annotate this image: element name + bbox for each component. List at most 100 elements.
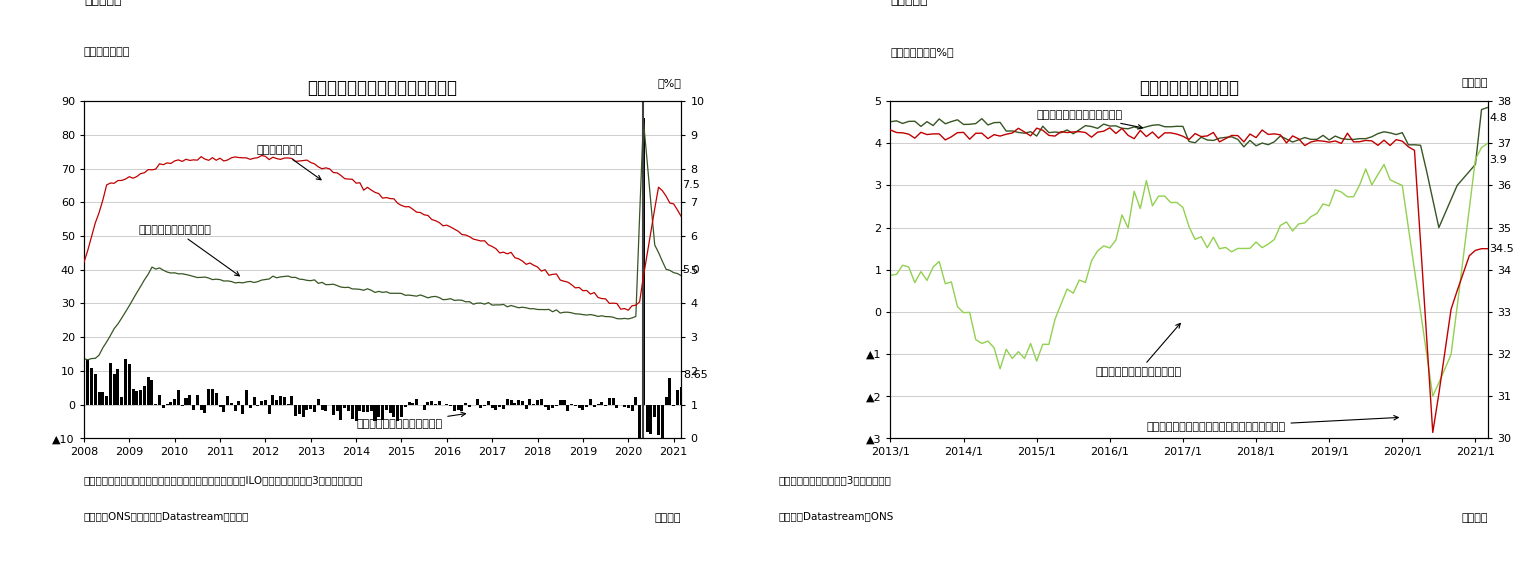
Bar <box>404 405 407 407</box>
Bar <box>584 405 588 407</box>
Bar <box>241 405 244 414</box>
Bar <box>211 389 214 405</box>
Bar <box>627 405 630 407</box>
Bar <box>230 403 233 405</box>
Bar <box>369 405 372 411</box>
Bar <box>615 405 618 408</box>
Text: 8.65: 8.65 <box>684 370 708 380</box>
Bar <box>497 405 501 407</box>
Bar <box>555 405 559 406</box>
Text: 3.9: 3.9 <box>1489 155 1508 165</box>
Text: 5.0: 5.0 <box>682 265 700 275</box>
Text: 申請件数の割合（右軸）: 申請件数の割合（右軸） <box>139 225 240 276</box>
Bar <box>279 396 282 405</box>
Bar <box>113 374 116 405</box>
Bar <box>139 391 142 405</box>
Text: （資料）ONSのデータをDatastreamより取得: （資料）ONSのデータをDatastreamより取得 <box>84 511 249 522</box>
Bar <box>249 405 252 408</box>
Bar <box>510 401 513 405</box>
Bar <box>343 405 346 408</box>
Bar <box>215 393 218 405</box>
Bar <box>313 405 316 412</box>
Bar <box>638 405 641 438</box>
Bar <box>623 405 626 407</box>
Text: （%）: （%） <box>658 78 681 88</box>
Bar <box>484 405 487 406</box>
Bar <box>98 392 101 405</box>
Bar <box>317 398 320 405</box>
Bar <box>195 395 198 405</box>
Text: （時間）: （時間） <box>1462 78 1488 88</box>
Bar <box>650 405 653 434</box>
Text: （図表２）: （図表２） <box>891 0 928 7</box>
Bar <box>592 405 595 407</box>
Bar <box>453 405 456 411</box>
Bar <box>267 405 270 414</box>
Bar <box>642 118 645 405</box>
Bar <box>218 405 221 406</box>
Bar <box>200 405 203 410</box>
Title: 賃金・労働時間の推移: 賃金・労働時間の推移 <box>1138 79 1239 97</box>
Bar <box>543 405 546 407</box>
Text: （注）季節調整値、後方3か月移動平均: （注）季節調整値、後方3か月移動平均 <box>778 475 891 485</box>
Bar <box>259 401 262 405</box>
Text: （資料）Datastream、ONS: （資料）Datastream、ONS <box>778 511 894 522</box>
Text: 週当たり賃金（名目）伸び率: 週当たり賃金（名目）伸び率 <box>1036 110 1143 129</box>
Bar <box>359 405 362 410</box>
Bar <box>479 405 482 408</box>
Bar <box>333 405 334 415</box>
Bar <box>233 405 237 411</box>
Bar <box>366 405 369 412</box>
Bar <box>252 397 255 405</box>
Bar <box>354 405 357 422</box>
Bar <box>151 380 154 405</box>
Bar <box>180 405 183 406</box>
Bar <box>121 397 124 405</box>
Text: 失業率（右軸）: 失業率（右軸） <box>256 145 320 180</box>
Bar <box>162 405 165 407</box>
Bar <box>589 398 592 405</box>
Bar <box>468 405 472 407</box>
Bar <box>400 405 403 418</box>
Bar <box>143 386 146 405</box>
Bar <box>536 401 539 405</box>
Text: フルタイム労働者の週当たり労働時間（右軸）: フルタイム労働者の週当たり労働時間（右軸） <box>1146 415 1398 432</box>
Bar <box>426 402 429 405</box>
Text: （月次）: （月次） <box>655 513 681 523</box>
Bar <box>325 405 328 411</box>
Bar <box>676 390 679 405</box>
Bar <box>295 405 298 416</box>
Bar <box>423 405 426 410</box>
Bar <box>351 405 354 419</box>
Bar <box>82 383 85 405</box>
Bar <box>566 405 569 411</box>
Bar <box>346 405 349 411</box>
Bar <box>320 405 324 410</box>
Bar <box>154 404 157 405</box>
Bar <box>223 405 226 412</box>
Bar <box>600 402 603 405</box>
Bar <box>449 405 452 406</box>
Bar <box>433 404 436 405</box>
Bar <box>487 401 490 405</box>
Bar <box>407 401 410 405</box>
Bar <box>430 401 433 405</box>
Title: 英国の失業保険申請件数、失業率: 英国の失業保険申請件数、失業率 <box>308 79 458 97</box>
Bar <box>374 405 377 420</box>
Bar <box>298 405 301 414</box>
Bar <box>513 403 516 405</box>
Bar <box>208 389 211 405</box>
Bar <box>146 377 150 405</box>
Bar <box>456 405 459 410</box>
Bar <box>116 369 119 405</box>
Bar <box>192 405 195 410</box>
Bar <box>166 404 168 405</box>
Bar <box>93 374 96 405</box>
Bar <box>559 400 562 405</box>
Bar <box>658 405 661 436</box>
Bar <box>159 395 162 405</box>
Bar <box>397 405 400 420</box>
Bar <box>540 399 543 405</box>
Bar <box>264 400 267 405</box>
Bar <box>177 390 180 405</box>
